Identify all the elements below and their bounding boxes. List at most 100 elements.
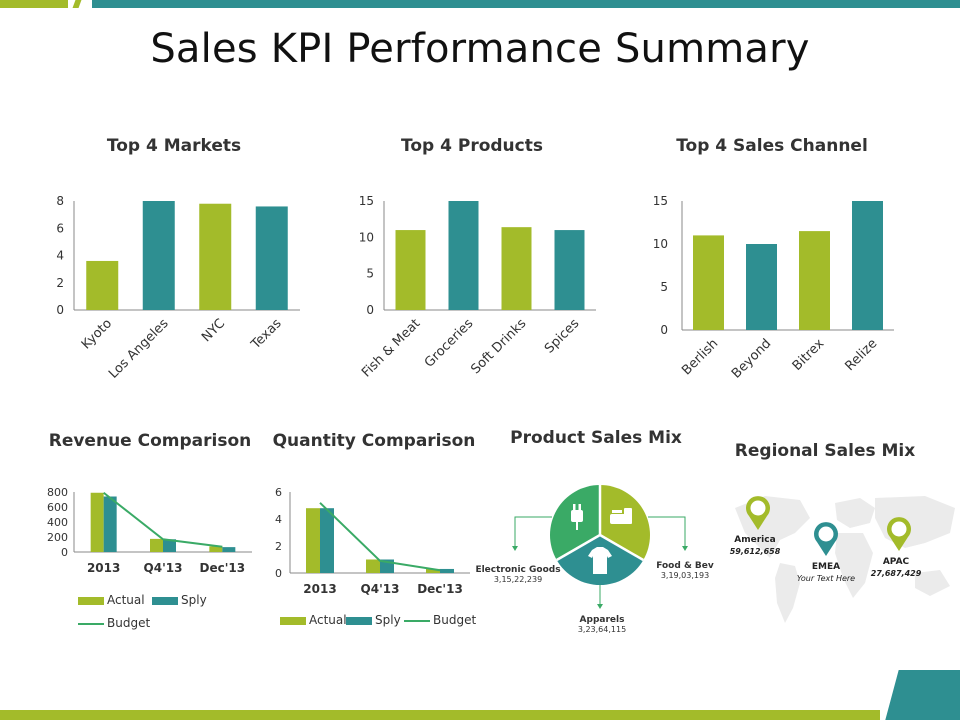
top-accent-bar — [0, 0, 68, 8]
bar-sply — [163, 539, 176, 552]
corner-accent — [885, 670, 960, 720]
mix-label-food: Food & Bev 3,19,03,193 — [656, 561, 714, 580]
bar — [746, 244, 777, 330]
x-tick-label: Q4'13 — [144, 561, 183, 575]
chart-title-revenue: Revenue Comparison — [48, 431, 252, 451]
bar — [255, 206, 288, 310]
chart-title-products: Top 4 Products — [401, 136, 543, 156]
x-tick-label: Q4'13 — [361, 582, 400, 596]
bar-sply — [103, 496, 117, 552]
bar-actual — [209, 546, 223, 552]
plug-icon — [571, 504, 583, 530]
x-tick-label: Texas — [248, 316, 285, 353]
y-tick-label: 10 — [359, 230, 374, 244]
food-icon — [610, 508, 632, 524]
bar — [142, 201, 175, 310]
tshirt-icon — [588, 547, 612, 574]
y-tick-label: 800 — [47, 486, 68, 499]
bar — [693, 235, 724, 330]
combo-chart-0: 0 200 400 600 800 2013 Q4'13 Dec'13 — [47, 486, 252, 575]
y-tick-label: 5 — [366, 267, 374, 281]
x-tick-label: 2013 — [87, 561, 120, 575]
bar-actual — [150, 538, 163, 552]
legend-item-actual: Actual — [78, 593, 145, 607]
mix-label-apparels: Apparels 3,23,64,115 — [577, 615, 627, 634]
bar — [554, 230, 585, 310]
region-label-america: America 59,612,658 — [729, 535, 781, 556]
y-tick-label: 200 — [47, 531, 68, 544]
bar — [199, 203, 232, 310]
bar — [395, 230, 426, 310]
bar-actual — [306, 508, 320, 573]
combo-chart-1: 0 2 4 6 2013 Q4'13 Dec'13 — [275, 486, 470, 596]
bar — [799, 231, 830, 330]
x-tick-label: Groceries — [422, 316, 477, 371]
bar-actual — [366, 559, 380, 573]
chart-title-channels: Top 4 Sales Channel — [676, 136, 868, 156]
y-tick-label: 4 — [56, 249, 64, 263]
x-tick-label: Los Angeles — [106, 316, 172, 382]
legend-item-actual: Actual — [280, 613, 347, 627]
y-tick-label: 8 — [56, 194, 64, 208]
chart-title-quantity: Quantity Comparison — [272, 431, 476, 451]
pin-icon — [814, 522, 838, 556]
x-tick-label: Dec'13 — [200, 561, 246, 575]
bar-sply — [222, 547, 236, 552]
x-tick-label: Spices — [542, 316, 582, 356]
bar — [448, 201, 479, 310]
y-tick-label: 0 — [275, 567, 282, 580]
pin-icon — [887, 517, 911, 551]
top-banner-bar — [92, 0, 960, 8]
x-tick-label: 2013 — [303, 582, 336, 596]
x-tick-label: Bitrex — [790, 336, 828, 374]
legend-item-budget: Budget — [404, 613, 476, 627]
y-tick-label: 5 — [660, 280, 668, 294]
x-tick-label: Dec'13 — [417, 582, 463, 596]
y-tick-label: 4 — [275, 513, 282, 526]
bar — [852, 201, 883, 330]
region-label-apac: APAC 27,687,429 — [870, 557, 922, 578]
budget-line — [103, 491, 223, 548]
pin-icon — [746, 496, 770, 530]
x-tick-label: NYC — [199, 316, 228, 345]
product-mix-title: Product Sales Mix — [510, 428, 682, 448]
y-tick-label: 0 — [61, 546, 68, 559]
x-tick-label: Fish & Meat — [359, 316, 423, 380]
y-tick-label: 0 — [366, 303, 374, 317]
legend-item-budget: Budget — [78, 616, 150, 630]
bar — [501, 227, 532, 310]
x-tick-label: Kyoto — [79, 316, 115, 352]
y-tick-label: 600 — [47, 501, 68, 514]
product-mix-pie — [512, 485, 688, 609]
bar-actual — [90, 492, 104, 552]
bar-sply — [440, 568, 454, 573]
legend-item-sply: Sply — [346, 613, 401, 627]
y-tick-label: 0 — [660, 323, 668, 337]
x-tick-label: Berlish — [679, 336, 721, 378]
legend-item-sply: Sply — [152, 593, 207, 607]
x-tick-label: Relize — [842, 336, 880, 374]
y-tick-label: 2 — [275, 540, 282, 553]
y-tick-label: 400 — [47, 516, 68, 529]
x-tick-label: Beyond — [729, 336, 774, 381]
bar-actual — [426, 568, 440, 573]
y-tick-label: 10 — [653, 237, 668, 251]
bar-sply — [320, 508, 334, 573]
y-tick-label: 0 — [56, 303, 64, 317]
y-tick-label: 15 — [653, 194, 668, 208]
bar — [86, 260, 119, 310]
chart-2: 0 5 10 15 Berlish Beyond Bitrex Relize — [653, 194, 894, 382]
bottom-accent-bar — [0, 710, 880, 720]
mix-label-electronics: Electronic Goods 3,15,22,239 — [475, 565, 561, 584]
y-tick-label: 15 — [359, 194, 374, 208]
y-tick-label: 6 — [275, 486, 282, 499]
y-tick-label: 6 — [56, 221, 64, 235]
chart-title-markets: Top 4 Markets — [106, 136, 242, 156]
page-title: Sales KPI Performance Summary — [150, 26, 810, 72]
regional-mix-title: Regional Sales Mix — [734, 441, 916, 461]
x-tick-label: Soft Drinks — [468, 316, 529, 377]
budget-line — [319, 502, 441, 572]
region-label-emea: EMEA Your Text Here — [796, 562, 856, 583]
